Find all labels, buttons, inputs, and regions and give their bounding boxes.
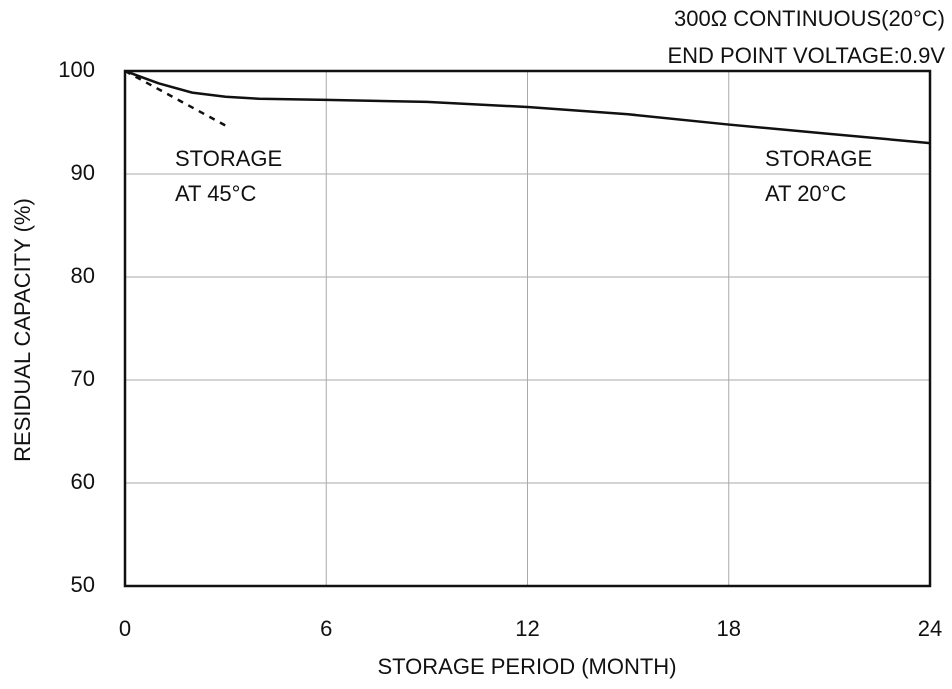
plot-frame	[123, 69, 932, 588]
y-tick-label: 80	[71, 263, 95, 288]
x-tick-label: 6	[320, 616, 332, 641]
data-line	[124, 69, 227, 127]
y-tick-label: 90	[71, 160, 95, 185]
y-tick-label: 70	[71, 366, 95, 391]
x-tick-label: 12	[515, 616, 539, 641]
x-tick-label: 0	[119, 616, 131, 641]
series-label: STORAGE	[765, 146, 872, 171]
series-label: STORAGE	[175, 146, 282, 171]
annotation: 300Ω CONTINUOUS(20°C)	[674, 6, 945, 31]
y-tick-label: 50	[71, 572, 95, 597]
y-axis-title: RESIDUAL CAPACITY (%)	[10, 198, 35, 462]
annotation: END POINT VOLTAGE:0.9V	[667, 43, 945, 68]
x-tick-label: 24	[918, 616, 942, 641]
y-tick-label: 100	[58, 57, 95, 82]
data-line	[124, 69, 931, 145]
series-label: AT 45°C	[175, 181, 256, 206]
x-axis-title: STORAGE PERIOD (MONTH)	[377, 654, 676, 679]
y-tick-label: 60	[71, 469, 95, 494]
x-tick-label: 18	[717, 616, 741, 641]
series-label: AT 20°C	[765, 181, 846, 206]
